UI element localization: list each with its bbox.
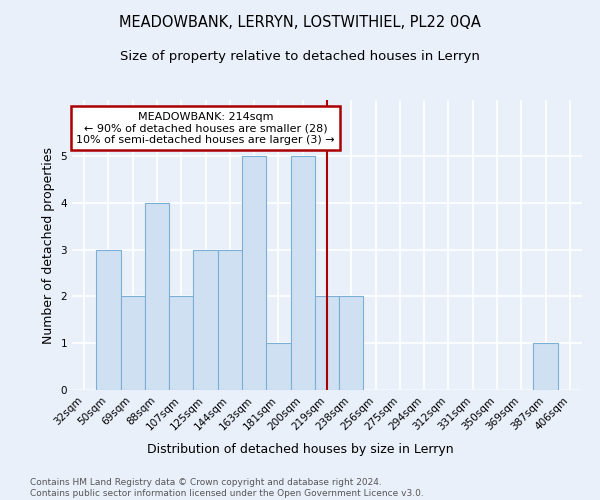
Bar: [121, 296, 145, 390]
Bar: [266, 343, 290, 390]
Bar: [96, 250, 121, 390]
Y-axis label: Number of detached properties: Number of detached properties: [42, 146, 55, 344]
Bar: [290, 156, 315, 390]
Bar: [339, 296, 364, 390]
Bar: [145, 203, 169, 390]
Text: Size of property relative to detached houses in Lerryn: Size of property relative to detached ho…: [120, 50, 480, 63]
Text: Distribution of detached houses by size in Lerryn: Distribution of detached houses by size …: [146, 442, 454, 456]
Text: MEADOWBANK, LERRYN, LOSTWITHIEL, PL22 0QA: MEADOWBANK, LERRYN, LOSTWITHIEL, PL22 0Q…: [119, 15, 481, 30]
Bar: [242, 156, 266, 390]
Bar: [169, 296, 193, 390]
Bar: [218, 250, 242, 390]
Text: Contains HM Land Registry data © Crown copyright and database right 2024.
Contai: Contains HM Land Registry data © Crown c…: [30, 478, 424, 498]
Bar: [193, 250, 218, 390]
Text: MEADOWBANK: 214sqm
← 90% of detached houses are smaller (28)
10% of semi-detache: MEADOWBANK: 214sqm ← 90% of detached hou…: [76, 112, 335, 145]
Bar: [315, 296, 339, 390]
Bar: [533, 343, 558, 390]
